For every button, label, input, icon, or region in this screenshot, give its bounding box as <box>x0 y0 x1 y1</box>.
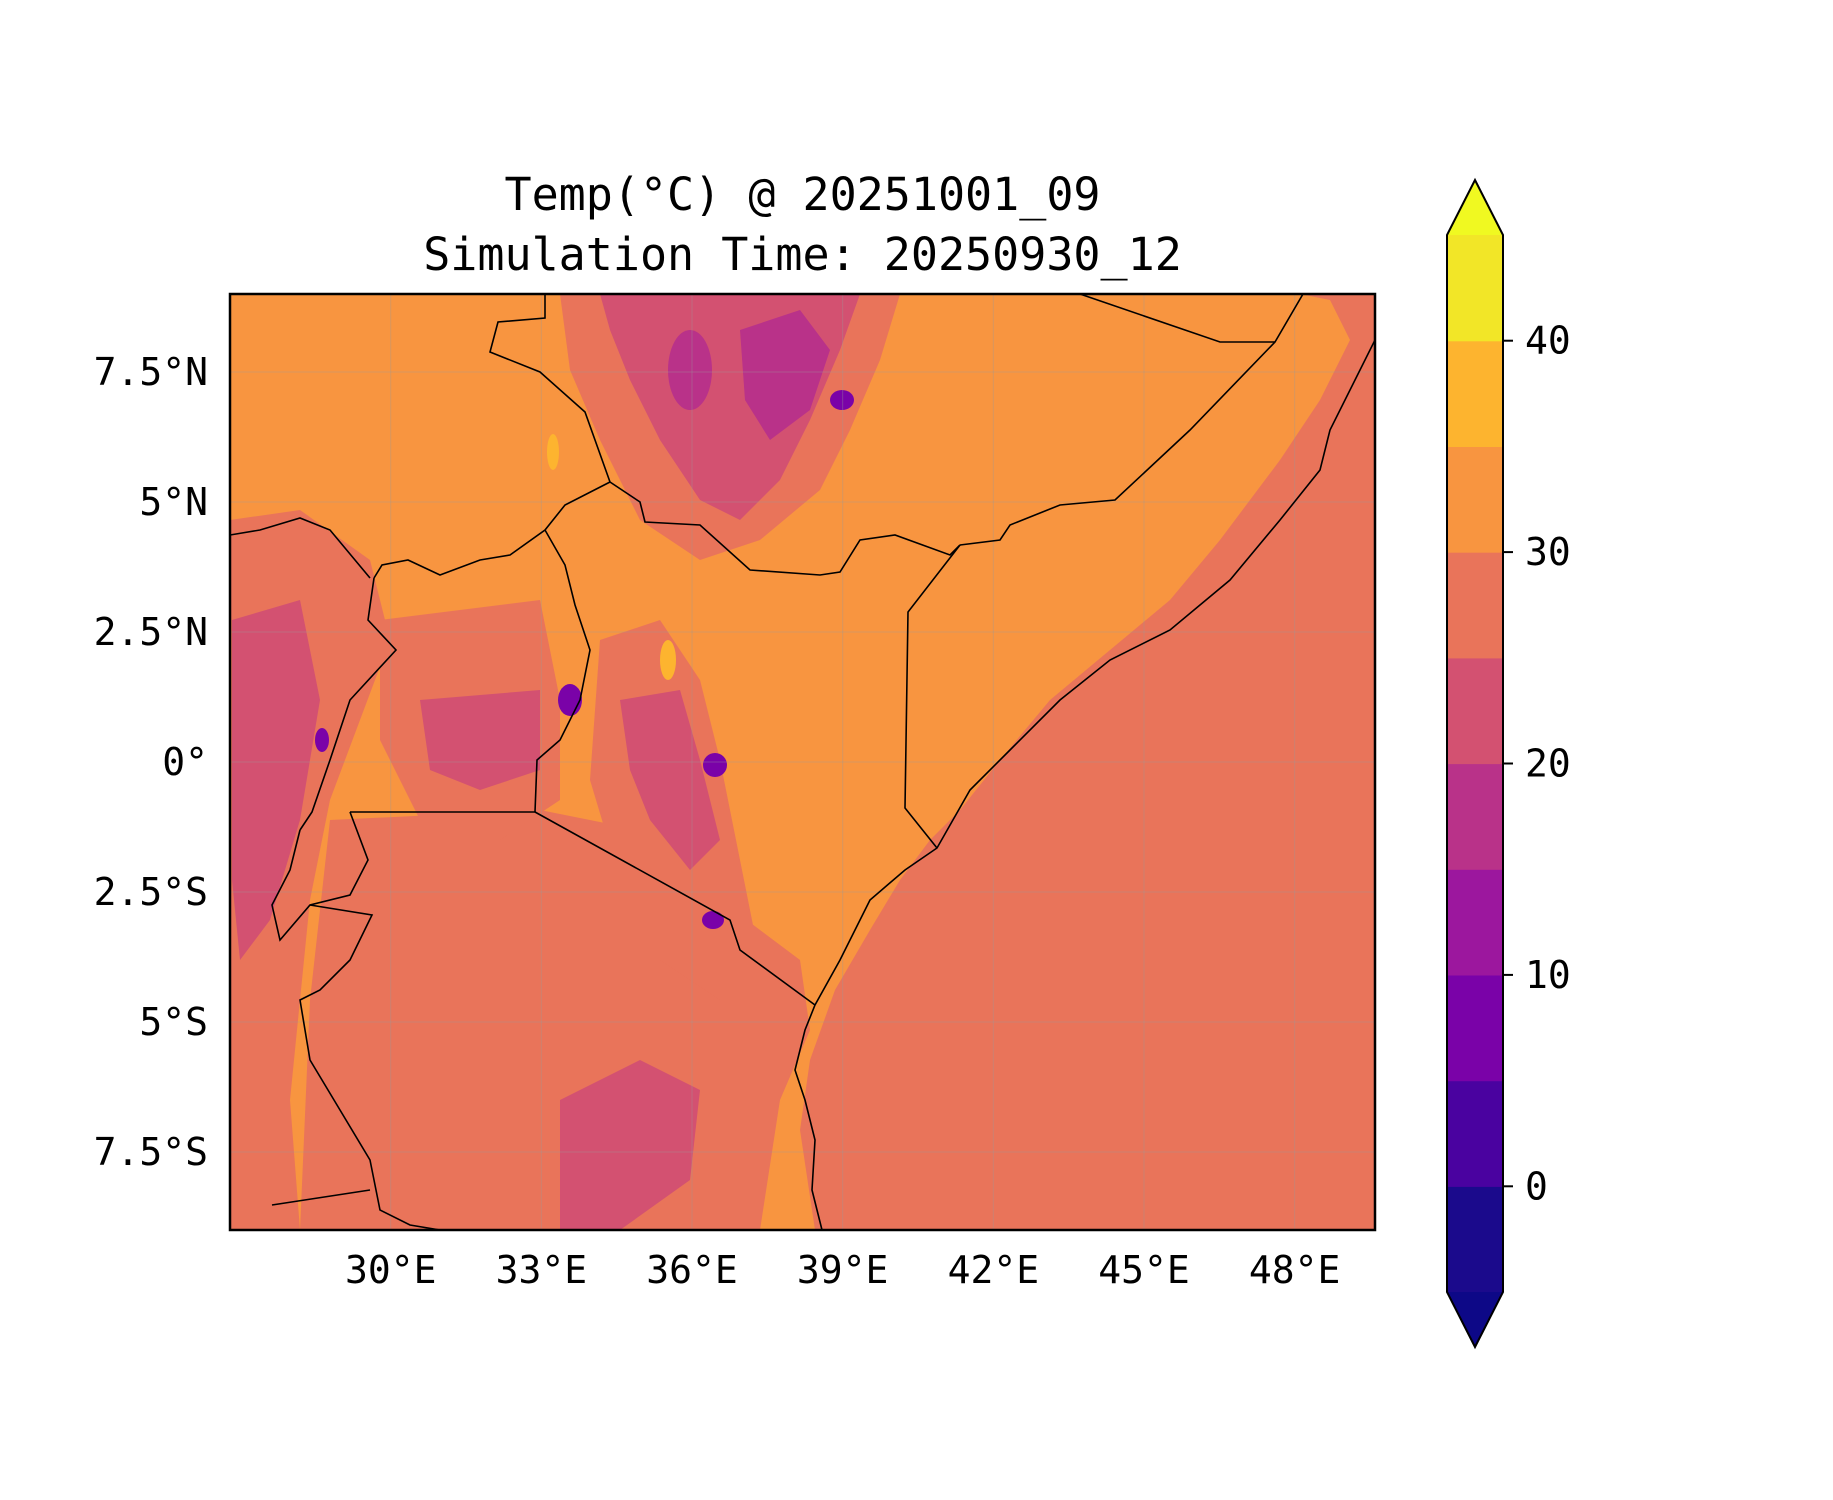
border-tanzania-burundi-drc <box>299 904 441 1230</box>
colorbar-tick-label: 10 <box>1525 953 1571 997</box>
graticule <box>230 294 1375 1230</box>
coastline-east-africa <box>794 339 1375 1230</box>
map-title: Temp(°C) @ 20251001_09 <box>504 168 1101 221</box>
ethiopia-peak-cold-2 <box>668 330 712 410</box>
colorbar-band <box>1447 1080 1503 1187</box>
colorbar-tick-label: 20 <box>1525 742 1571 786</box>
colorbar-tick-label: 30 <box>1525 530 1571 574</box>
map-subtitle: Simulation Time: 20250930_12 <box>423 228 1182 281</box>
x-tick-label: 33°E <box>496 1248 588 1292</box>
ethiopia-peak-cold <box>740 310 830 440</box>
x-axis-ticks: 30°E 33°E 36°E 39°E 42°E 45°E 48°E <box>345 1248 1340 1292</box>
border-uganda-south-sudan <box>373 481 611 579</box>
colorbar-band <box>1447 340 1503 447</box>
map-panel <box>230 294 1375 1230</box>
colorbar-tick-label: 40 <box>1525 319 1571 363</box>
border-djibouti <box>1079 294 1275 343</box>
colorbar-band <box>1447 657 1503 765</box>
border-tanzania-zambia <box>271 1189 371 1206</box>
border-kenya-somalia <box>904 544 961 849</box>
highland-cool-kenya <box>620 690 720 870</box>
x-tick-label: 30°E <box>345 1248 437 1292</box>
colorbar-tick-label: 0 <box>1525 1164 1548 1208</box>
x-tick-label: 39°E <box>797 1248 889 1292</box>
border-rwanda-burundi <box>271 811 369 942</box>
kilimanjaro-cold <box>702 911 724 929</box>
colorbar-under-arrow <box>1447 1292 1503 1347</box>
hot-spot-south-sudan <box>547 434 559 470</box>
hot-spot-lake-turkana <box>660 640 676 680</box>
colorbar-outline <box>1446 177 1504 1350</box>
colorbar-band <box>1447 446 1503 553</box>
border-ethiopia-somalia <box>959 294 1304 546</box>
highland-cool-west <box>420 690 540 790</box>
colorbar: 0 10 20 30 40 <box>1446 177 1571 1350</box>
colorbar-band <box>1447 1186 1503 1293</box>
border-south-sudan-ethiopia <box>489 294 961 576</box>
colorbar-band <box>1447 974 1503 1082</box>
y-axis-ticks: 7.5°N 5°N 2.5°N 0° 2.5°S 5°S 7.5°S <box>94 350 208 1174</box>
y-tick-label: 2.5°S <box>94 870 208 914</box>
colorbar-band <box>1447 763 1503 870</box>
simien-cold <box>830 390 854 410</box>
y-tick-label: 7.5°S <box>94 1130 208 1174</box>
y-tick-label: 5°S <box>139 1000 208 1044</box>
y-tick-label: 2.5°N <box>94 610 208 654</box>
y-tick-label: 0° <box>162 740 208 784</box>
map-title-block: Temp(°C) @ 20251001_09 Simulation Time: … <box>230 165 1375 285</box>
colorbar-band <box>1447 235 1503 342</box>
border-drc-uganda <box>299 577 398 831</box>
highland-cool-south <box>560 1060 700 1230</box>
country-borders <box>230 294 1375 1230</box>
colorbar-band <box>1447 552 1503 659</box>
x-tick-label: 42°E <box>948 1248 1040 1292</box>
colorbar-band <box>1447 869 1503 976</box>
mt-kenya-cold <box>703 753 727 777</box>
border-kenya-tanzania <box>534 811 816 1006</box>
y-tick-label: 7.5°N <box>94 350 208 394</box>
rwenzori-cold <box>315 728 329 752</box>
colorbar-over-arrow <box>1447 180 1503 235</box>
highland-cool-albertine <box>232 600 320 960</box>
border-uganda-kenya <box>534 529 591 813</box>
mt-elgon-cold <box>558 684 582 716</box>
x-tick-label: 45°E <box>1098 1248 1190 1292</box>
x-tick-label: 36°E <box>646 1248 738 1292</box>
border-west-congo <box>230 517 371 579</box>
x-tick-label: 48°E <box>1249 1248 1341 1292</box>
y-tick-label: 5°N <box>139 480 208 524</box>
map-frame <box>228 292 1377 1232</box>
